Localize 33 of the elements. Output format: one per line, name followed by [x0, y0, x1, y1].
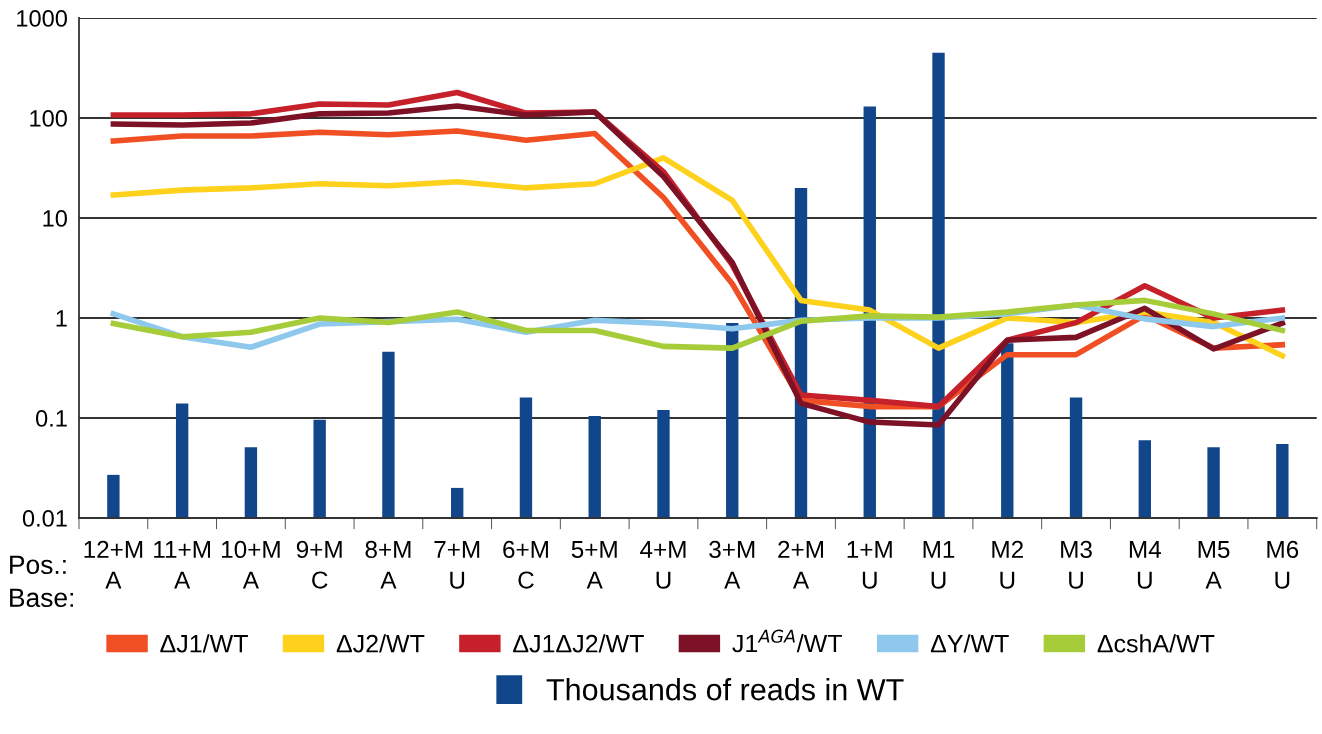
x-tick-label: M4 U: [1129, 541, 1161, 589]
x-tick-label: 5+M A: [571, 541, 617, 589]
legend-label: ΔJ1ΔJ2/WT: [513, 634, 644, 653]
x-tick-label: 2+M A: [778, 540, 823, 589]
y-tick-label: 0.1: [35, 410, 67, 427]
legend-label: Thousands of reads in WT: [546, 678, 904, 701]
x-tick-label: M5 A: [1198, 541, 1230, 589]
x-tick-label: 9+M C: [296, 540, 342, 589]
x-tick-label: 6+M C: [503, 540, 548, 589]
legend-label: ΔY/WT: [930, 634, 1009, 653]
y-tick-label: 0.01: [22, 510, 67, 527]
legend-label: ΔJ1/WT: [160, 634, 248, 653]
x-tick-label: M6 U: [1267, 540, 1299, 589]
y-tick-label: 1000: [17, 10, 67, 27]
x-tick-label: M1 U: [923, 541, 955, 589]
x-tick-label: M3 U: [1061, 540, 1092, 589]
x-tick-label: 3+M A: [709, 540, 755, 589]
y-tick-label: 100: [30, 110, 67, 127]
x-tick-label: 7+M U: [434, 541, 480, 589]
x-tick-label: 10+M A: [222, 540, 280, 589]
x-tick-label: 11+M A: [154, 541, 210, 589]
legend-label: ΔJ2/WT: [336, 634, 425, 653]
legend-label: ΔcshA/WT: [1097, 634, 1215, 653]
text: Pos.:: [10, 555, 66, 575]
x-tick-label: 8+M A: [365, 540, 411, 589]
y-tick-label: 1: [56, 310, 67, 327]
legend-label: J1$^{AGA}$/WT: [732, 629, 842, 653]
x-tick-label: 4+M U: [640, 541, 686, 589]
y-tick-label: 10: [43, 210, 67, 227]
x-tick-label: 1+M U: [847, 541, 892, 589]
text: Base:: [10, 588, 73, 608]
x-tick-label: M2 U: [992, 540, 1023, 589]
x-tick-label: 12+M A: [84, 540, 143, 589]
